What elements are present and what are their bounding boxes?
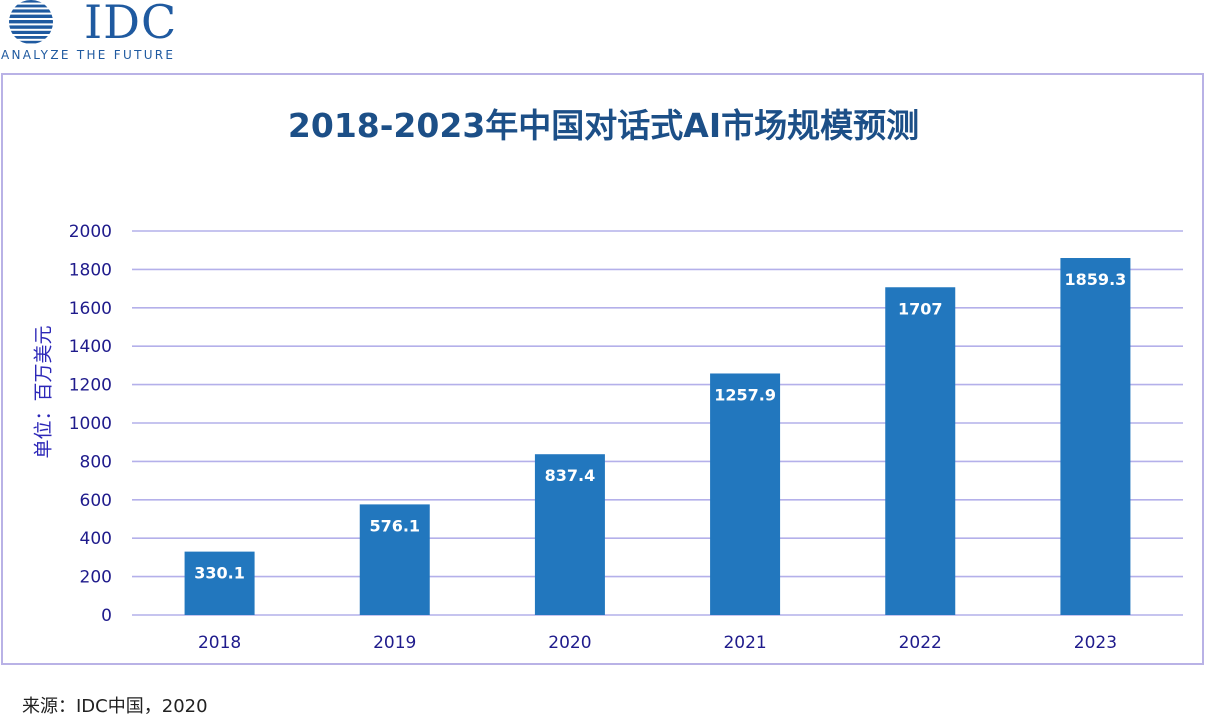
- x-tick-label: 2018: [198, 633, 241, 653]
- y-tick-label: 1000: [69, 414, 112, 434]
- y-tick-label: 200: [80, 568, 112, 588]
- bar-2019: [359, 504, 430, 615]
- x-tick-labels: 2018 2019 2020 2021 2022 2023: [198, 633, 1117, 653]
- logo-wordmark: IDC: [84, 0, 178, 49]
- x-tick-label: 2020: [548, 633, 591, 653]
- y-tick-label: 0: [101, 606, 112, 626]
- x-tick-label: 2021: [723, 633, 766, 653]
- y-tick-labels: 0 200 400 600 800 1000 1200 1400 1600 1800 2000: [69, 222, 112, 626]
- chart-title: 2018-2023年中国对话式AI市场规模预测: [287, 106, 920, 145]
- y-tick-label: 1800: [69, 260, 112, 280]
- gridlines: [132, 230, 1183, 616]
- y-tick-label: 1400: [69, 337, 112, 357]
- chart-frame: [1, 73, 1204, 665]
- bar-2023: [1060, 258, 1131, 615]
- idc-globe-logo-icon: [9, 0, 53, 44]
- bar-2018: [184, 551, 255, 615]
- data-label: 1707: [898, 299, 943, 318]
- bars: [184, 258, 1131, 615]
- y-tick-label: 600: [80, 491, 112, 511]
- y-tick-label: 2000: [69, 222, 112, 242]
- y-tick-label: 1200: [69, 376, 112, 396]
- x-tick-label: 2022: [899, 633, 942, 653]
- bar-2021: [710, 373, 781, 615]
- bar-2022: [885, 287, 956, 615]
- logo-tagline: ANALYZE THE FUTURE: [1, 48, 176, 62]
- y-tick-label: 800: [80, 452, 112, 472]
- source-note: 来源：IDC中国，2020: [22, 696, 208, 716]
- data-labels: 330.1 576.1 837.4 1257.9 1707 1859.3: [194, 270, 1126, 583]
- idc-logo: IDC ANALYZE THE FUTURE: [0, 0, 190, 66]
- data-label: 1257.9: [714, 385, 776, 404]
- data-label: 330.1: [194, 564, 245, 583]
- x-tick-label: 2023: [1074, 633, 1117, 653]
- x-tick-label: 2019: [373, 633, 416, 653]
- data-label: 837.4: [545, 466, 596, 485]
- y-tick-label: 400: [80, 529, 112, 549]
- y-tick-label: 1600: [69, 299, 112, 319]
- bar-2020: [534, 454, 605, 615]
- data-label: 576.1: [369, 516, 420, 535]
- data-label: 1859.3: [1065, 270, 1127, 289]
